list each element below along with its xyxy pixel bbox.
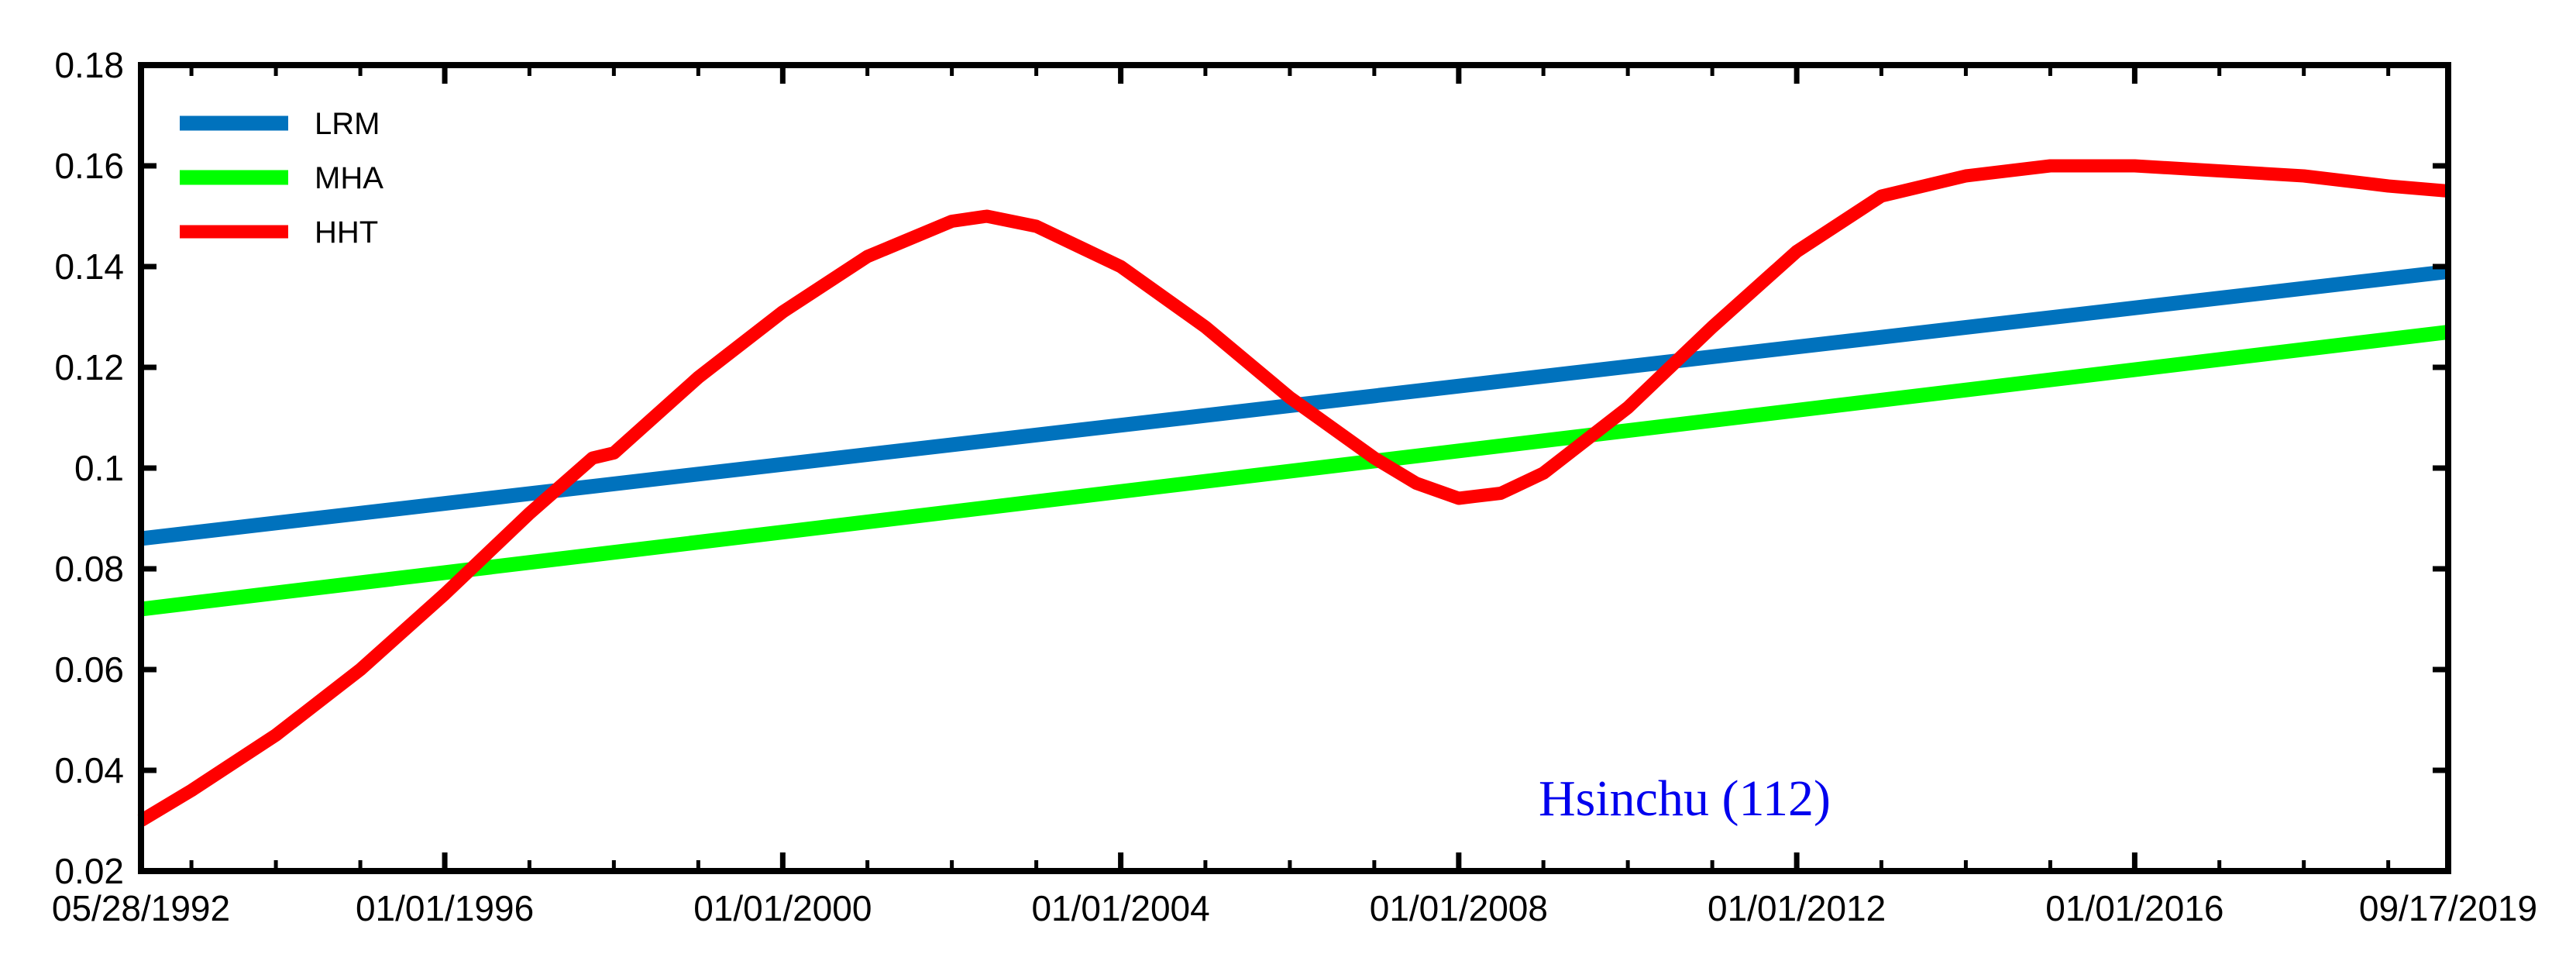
series-line-mha (139, 325, 2450, 617)
y-tick-label: 0.08 (54, 549, 124, 589)
series-layer (137, 159, 2450, 827)
x-tick-label: 01/01/2012 (1708, 888, 1886, 928)
y-tick-label: 0.02 (54, 851, 124, 891)
y-tick-label: 0.18 (54, 45, 124, 85)
x-tick-label: 09/17/2019 (2359, 888, 2537, 928)
x-tick-label: 01/01/2000 (693, 888, 872, 928)
x-tick-label: 05/28/1992 (52, 888, 230, 928)
x-tick-label: 01/01/2004 (1031, 888, 1209, 928)
legend-label-mha: MHA (315, 161, 383, 195)
legend-label-lrm: LRM (315, 107, 380, 141)
y-tick-label: 0.12 (54, 347, 124, 387)
y-tick-label: 0.16 (54, 146, 124, 186)
axes-layer: 0.02 0.04 0.06 0.08 0.1 0.12 0.14 0.16 0.18 05/28… (52, 45, 2537, 928)
x-tick-label: 01/01/2016 (2045, 888, 2223, 928)
x-tick-label: 01/01/2008 (1370, 888, 1548, 928)
chart-annotation: Hsinchu (112) (1539, 770, 1831, 827)
y-tick-label: 0.1 (74, 448, 124, 488)
legend-label-hht: HHT (315, 215, 378, 250)
y-tick-label: 0.14 (54, 246, 124, 287)
series-line-hht (137, 159, 2449, 827)
y-tick-label: 0.06 (54, 649, 124, 690)
y-tick-label: 0.04 (54, 750, 124, 790)
legend: LRM MHA HHT (180, 107, 383, 250)
x-tick-label: 01/01/1996 (356, 888, 534, 928)
